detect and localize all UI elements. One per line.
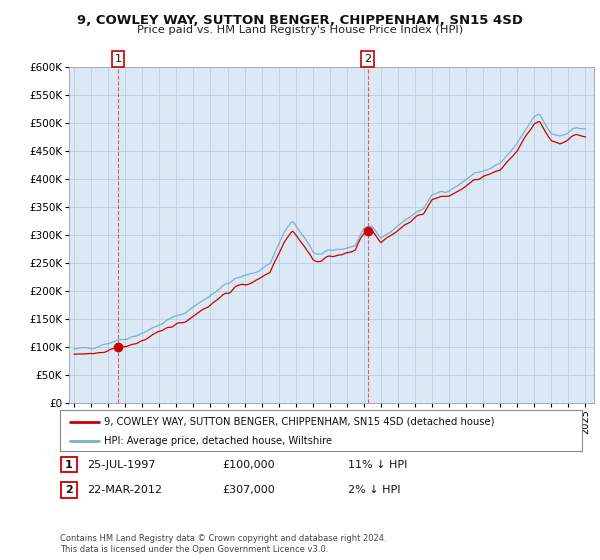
Text: 9, COWLEY WAY, SUTTON BENGER, CHIPPENHAM, SN15 4SD: 9, COWLEY WAY, SUTTON BENGER, CHIPPENHAM… — [77, 14, 523, 27]
Text: 2: 2 — [364, 54, 371, 64]
Text: 2% ↓ HPI: 2% ↓ HPI — [348, 485, 401, 495]
Text: 1: 1 — [115, 54, 121, 64]
Text: Price paid vs. HM Land Registry's House Price Index (HPI): Price paid vs. HM Land Registry's House … — [137, 25, 463, 35]
Text: 1: 1 — [65, 460, 73, 470]
Text: £100,000: £100,000 — [222, 460, 275, 470]
Text: 11% ↓ HPI: 11% ↓ HPI — [348, 460, 407, 470]
Text: HPI: Average price, detached house, Wiltshire: HPI: Average price, detached house, Wilt… — [104, 436, 332, 446]
Text: 22-MAR-2012: 22-MAR-2012 — [87, 485, 162, 495]
Text: £307,000: £307,000 — [222, 485, 275, 495]
Text: Contains HM Land Registry data © Crown copyright and database right 2024.
This d: Contains HM Land Registry data © Crown c… — [60, 534, 386, 554]
Text: 25-JUL-1997: 25-JUL-1997 — [87, 460, 155, 470]
Text: 9, COWLEY WAY, SUTTON BENGER, CHIPPENHAM, SN15 4SD (detached house): 9, COWLEY WAY, SUTTON BENGER, CHIPPENHAM… — [104, 417, 495, 427]
Text: 2: 2 — [65, 485, 73, 495]
